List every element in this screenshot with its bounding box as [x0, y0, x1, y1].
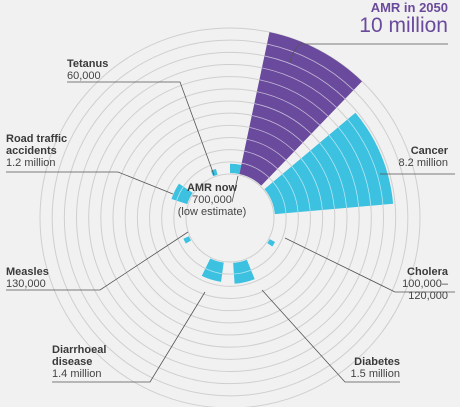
- label-amr-2050: AMR in 2050 10 million: [359, 0, 448, 38]
- grid-ring-8: [88, 76, 372, 360]
- bar-diarrhoeal-disease: [201, 258, 224, 282]
- label-diarrhoeal-value: 1.4 million: [52, 368, 102, 380]
- label-diabetes: Diabetes 1.5 million: [350, 356, 400, 380]
- label-amr-now-name: AMR now: [186, 182, 238, 194]
- bar-ring-cancer-9: [347, 119, 384, 205]
- bar-diabetes: [233, 259, 255, 284]
- label-cancer-name: Cancer: [410, 145, 448, 157]
- grid-rings: [39, 27, 421, 407]
- bar-ring-diarrhoeal-disease-1: [205, 268, 223, 275]
- leader-diarrhoeal: [52, 291, 206, 383]
- bar-ring-amr-in-2050-3: [246, 138, 287, 161]
- bar-cholera: [267, 239, 276, 247]
- label-road-value: 1.2 million: [6, 157, 56, 169]
- bar-ring-amr-in-2050-10: [264, 55, 346, 100]
- label-cancer: Cancer 8.2 million: [398, 145, 448, 169]
- label-tetanus-value: 60,000: [67, 70, 101, 82]
- label-amr-now-value-1: 700,000: [192, 194, 232, 206]
- label-amr-now: AMR now 700,000 (low estimate): [150, 182, 274, 218]
- leader-cholera: [284, 237, 455, 293]
- label-measles-value: 130,000: [6, 278, 46, 290]
- leader-lines: [6, 43, 455, 383]
- bar-ring-amr-in-2050-9: [261, 67, 337, 108]
- bar-ring-amr-in-2050-2: [244, 150, 278, 170]
- label-measles-name: Measles: [6, 266, 49, 278]
- label-amr-now-value-2: (low estimate): [177, 206, 247, 218]
- bar-ring-cancer-7: [328, 134, 360, 207]
- label-cholera-value-2: 120,000: [408, 290, 448, 302]
- label-cholera: Cholera 100,000– 120,000: [402, 266, 448, 302]
- bar-ring-cancer-2: [282, 173, 299, 213]
- bar-measles: [183, 236, 192, 244]
- grid-ring-7: [100, 88, 360, 348]
- label-road-traffic: Road traffic accidents 1.2 million: [6, 133, 67, 169]
- label-cholera-name: Cholera: [407, 266, 448, 278]
- bar-ring-cancer-8: [337, 126, 372, 206]
- bar-ring-cancer-4: [300, 158, 323, 210]
- bar-ring-cancer-3: [291, 165, 311, 212]
- label-road-name-2: accidents: [6, 145, 57, 157]
- grid-ring-4: [136, 124, 324, 312]
- bar-ring-road-traffic-accidents-1: [176, 186, 184, 201]
- bar-ring-amr-in-2050-6: [254, 103, 312, 135]
- leader-amr-now: [231, 175, 239, 203]
- label-diabetes-value: 1.5 million: [350, 368, 400, 380]
- bar-ring-cancer-6: [319, 142, 347, 208]
- label-diarrhoeal-name-1: Diarrhoeal: [52, 344, 107, 356]
- label-measles: Measles 130,000: [6, 266, 49, 290]
- grid-ring-12: [39, 27, 421, 407]
- label-cholera-value-1: 100,000–: [402, 278, 448, 290]
- label-cancer-value: 8.2 million: [398, 157, 448, 169]
- bar-ring-amr-in-2050-4: [249, 126, 295, 152]
- bar-ring-cancer-5: [310, 150, 335, 209]
- leader-road-traffic: [6, 171, 174, 195]
- centre-circle: [185, 173, 275, 263]
- label-diarrhoeal: Diarrhoeal disease 1.4 million: [52, 344, 106, 380]
- bar-ring-amr-in-2050-7: [256, 91, 321, 126]
- label-tetanus-name: Tetanus: [67, 58, 109, 70]
- bar-ring-cancer-1: [272, 181, 287, 214]
- leader-tetanus: [67, 81, 215, 176]
- grid-ring-1: [173, 161, 287, 275]
- bar-ring-amr-in-2050-1: [241, 162, 270, 178]
- grid-ring-2: [161, 149, 299, 287]
- label-tetanus: Tetanus 60,000: [67, 58, 108, 82]
- label-amr-2050-name: AMR in 2050: [370, 0, 448, 15]
- bar-amr-now: [230, 163, 242, 174]
- label-amr-2050-value: 10 million: [359, 14, 448, 37]
- grid-ring-3: [149, 137, 311, 299]
- bar-ring-amr-in-2050-5: [251, 115, 304, 143]
- leader-measles: [6, 231, 189, 291]
- bar-amr-in-2050: [239, 32, 362, 186]
- leader-diabetes: [261, 289, 400, 383]
- grid-ring-6: [112, 100, 348, 336]
- leader-amr-2050-tail: [289, 43, 301, 63]
- grid-ring-9: [76, 64, 384, 372]
- bar-ring-amr-in-2050-8: [259, 79, 329, 117]
- grid-ring-5: [124, 112, 336, 324]
- bar-ring-diabetes-1: [233, 269, 252, 275]
- label-diabetes-name: Diabetes: [354, 356, 400, 368]
- grid-ring-10: [63, 51, 397, 385]
- label-diarrhoeal-name-2: disease: [52, 356, 93, 368]
- bars: [171, 32, 394, 284]
- bar-ring-amr-in-2050-11: [266, 43, 354, 91]
- grid-ring-11: [51, 39, 409, 397]
- label-road-name-1: Road traffic: [6, 133, 68, 145]
